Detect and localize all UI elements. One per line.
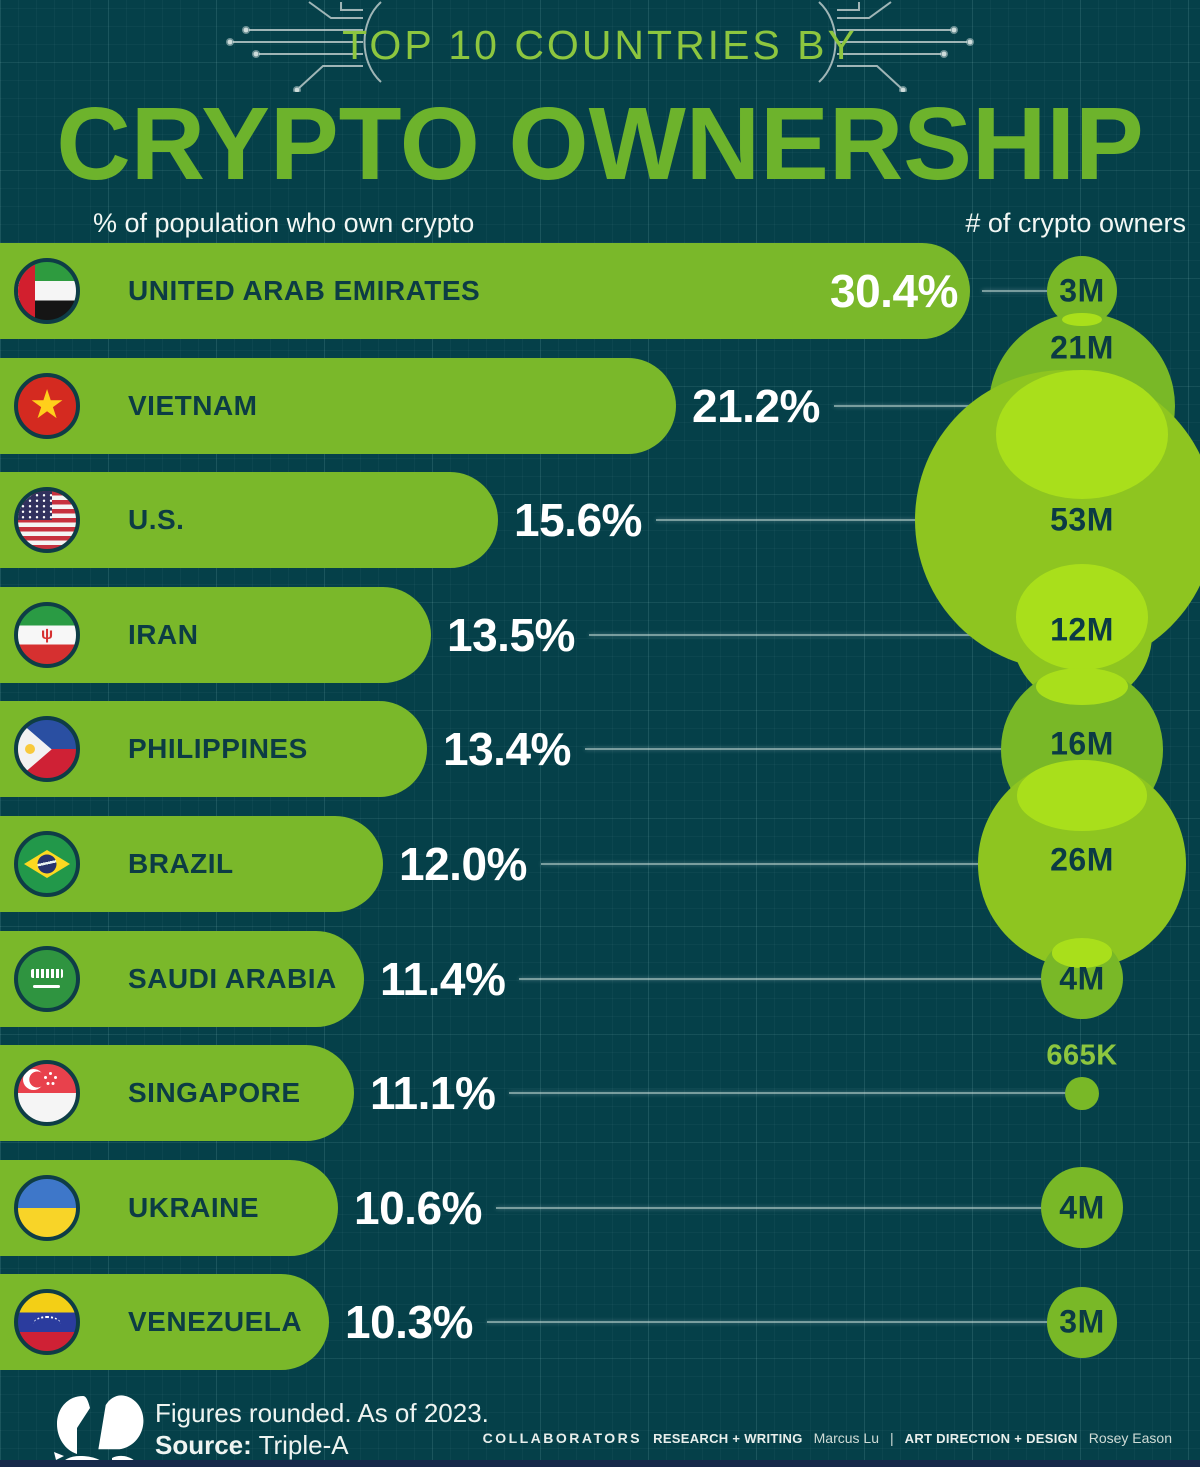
owners-value-label: 3M [1059, 272, 1105, 309]
country-bar-singapore: SINGAPORE [0, 1045, 354, 1142]
connector-line [541, 863, 1082, 865]
country-label: VENEZUELA [128, 1306, 303, 1338]
footer-note: Figures rounded. As of 2023. [155, 1398, 489, 1428]
kicker-title: TOP 10 COUNTRIES BY [342, 22, 858, 68]
bubble-overlap-lens [1051, 938, 1113, 968]
credit1-name: Marcus Lu [813, 1430, 879, 1446]
footer-source: Source: Triple-A [155, 1430, 349, 1461]
country-bar-philippines: PHILIPPINES [0, 701, 427, 798]
owners-bubble-singapore [1065, 1076, 1099, 1110]
owners-bubble-venezuela [1046, 1287, 1118, 1358]
owners-value-label: 53M [1050, 501, 1114, 538]
connector-line [585, 748, 1082, 751]
country-bar-saudi: SAUDI ARABIA [0, 930, 364, 1027]
credit2-role: ART DIRECTION + DESIGN [904, 1431, 1078, 1446]
saudi-flag-icon [14, 945, 80, 1012]
connector-line [589, 633, 1082, 636]
owners-value-label: 21M [1050, 329, 1114, 366]
connector-line [656, 519, 1082, 522]
venezuela-flag-icon [14, 1289, 80, 1356]
uae-flag-icon [14, 258, 80, 324]
percent-value: 13.5% [447, 608, 575, 661]
owners-value-label: 26M [1050, 841, 1114, 878]
philippines-flag-icon [14, 716, 80, 783]
connector-line [519, 977, 1082, 980]
owners-bubble-ukraine [1041, 1167, 1123, 1249]
circuit-decoration-left [226, 1, 382, 92]
credit2-name: Rosey Eason [1088, 1430, 1172, 1446]
percent-value: 21.2% [692, 379, 820, 432]
country-bar-us: U.S. [0, 472, 498, 569]
connector-line [487, 1321, 1082, 1324]
us-flag-icon [14, 487, 80, 554]
owners-value-label: 4M [1059, 960, 1105, 997]
country-bar-vietnam: VIETNAM [0, 357, 676, 454]
country-bar-ukraine: UKRAINE [0, 1159, 338, 1256]
owners-value-label: 3M [1059, 1303, 1105, 1340]
source-value: Triple-A [258, 1430, 349, 1460]
percent-value: 11.1% [370, 1067, 496, 1120]
country-label: SAUDI ARABIA [128, 962, 337, 994]
brazil-flag-icon [14, 831, 80, 897]
singapore-flag-icon [14, 1060, 80, 1127]
country-label: BRAZIL [128, 848, 234, 879]
circuit-decoration-right [818, 1, 974, 92]
credit1-role: RESEARCH + WRITING [653, 1431, 803, 1446]
country-label: UKRAINE [128, 1191, 260, 1223]
bottom-brand-strip [0, 1460, 1200, 1467]
right-column-header: # of crypto owners [965, 208, 1186, 238]
iran-flag-icon [14, 601, 80, 668]
owners-value-label: 665K [1046, 1039, 1118, 1072]
bubble-overlap-lens [1015, 564, 1149, 671]
country-bar-brazil: BRAZIL [0, 816, 383, 912]
country-bar-uae: UNITED ARAB EMIRATES [0, 243, 970, 339]
country-bar-iran: IRAN [0, 586, 431, 683]
country-label: U.S. [128, 504, 185, 536]
percent-value: 10.3% [345, 1296, 473, 1349]
owners-value-label: 16M [1050, 725, 1114, 762]
connector-line [509, 1092, 1082, 1095]
country-label: UNITED ARAB EMIRATES [128, 275, 481, 306]
owners-value-label: 12M [1050, 611, 1114, 648]
bubble-overlap-lens [1061, 312, 1103, 327]
source-label: Source: [155, 1430, 252, 1460]
left-column-header: % of population who own crypto [93, 208, 475, 238]
vietnam-flag-icon [14, 372, 80, 439]
bubble-overlap-lens [996, 370, 1168, 499]
collaborators-label: COLLABORATORS [482, 1430, 643, 1446]
bubble-overlap-lens [1017, 760, 1147, 831]
ukraine-flag-icon [14, 1174, 80, 1241]
percent-value: 13.4% [443, 723, 571, 776]
country-label: IRAN [128, 618, 199, 650]
bubble-overlap-lens [1035, 668, 1129, 706]
owners-value-label: 4M [1059, 1189, 1105, 1226]
visual-capitalist-logo [54, 1395, 144, 1467]
percent-value: 15.6% [514, 494, 642, 547]
connector-line [834, 404, 1082, 407]
connector-line [496, 1206, 1082, 1209]
percent-value: 11.4% [380, 952, 506, 1005]
collaborators-row: COLLABORATORS RESEARCH + WRITING Marcus … [483, 1430, 1172, 1446]
country-label: SINGAPORE [128, 1077, 301, 1109]
country-bar-venezuela: VENEZUELA [0, 1274, 329, 1371]
connector-line [982, 290, 1082, 292]
percent-value: 10.6% [354, 1181, 482, 1234]
country-label: PHILIPPINES [128, 733, 308, 765]
country-label: VIETNAM [128, 389, 258, 421]
credit-separator: | [889, 1430, 894, 1446]
page-title: CRYPTO OWNERSHIP [56, 86, 1144, 201]
percent-value: 30.4% [830, 265, 958, 317]
percent-value: 12.0% [399, 838, 527, 890]
